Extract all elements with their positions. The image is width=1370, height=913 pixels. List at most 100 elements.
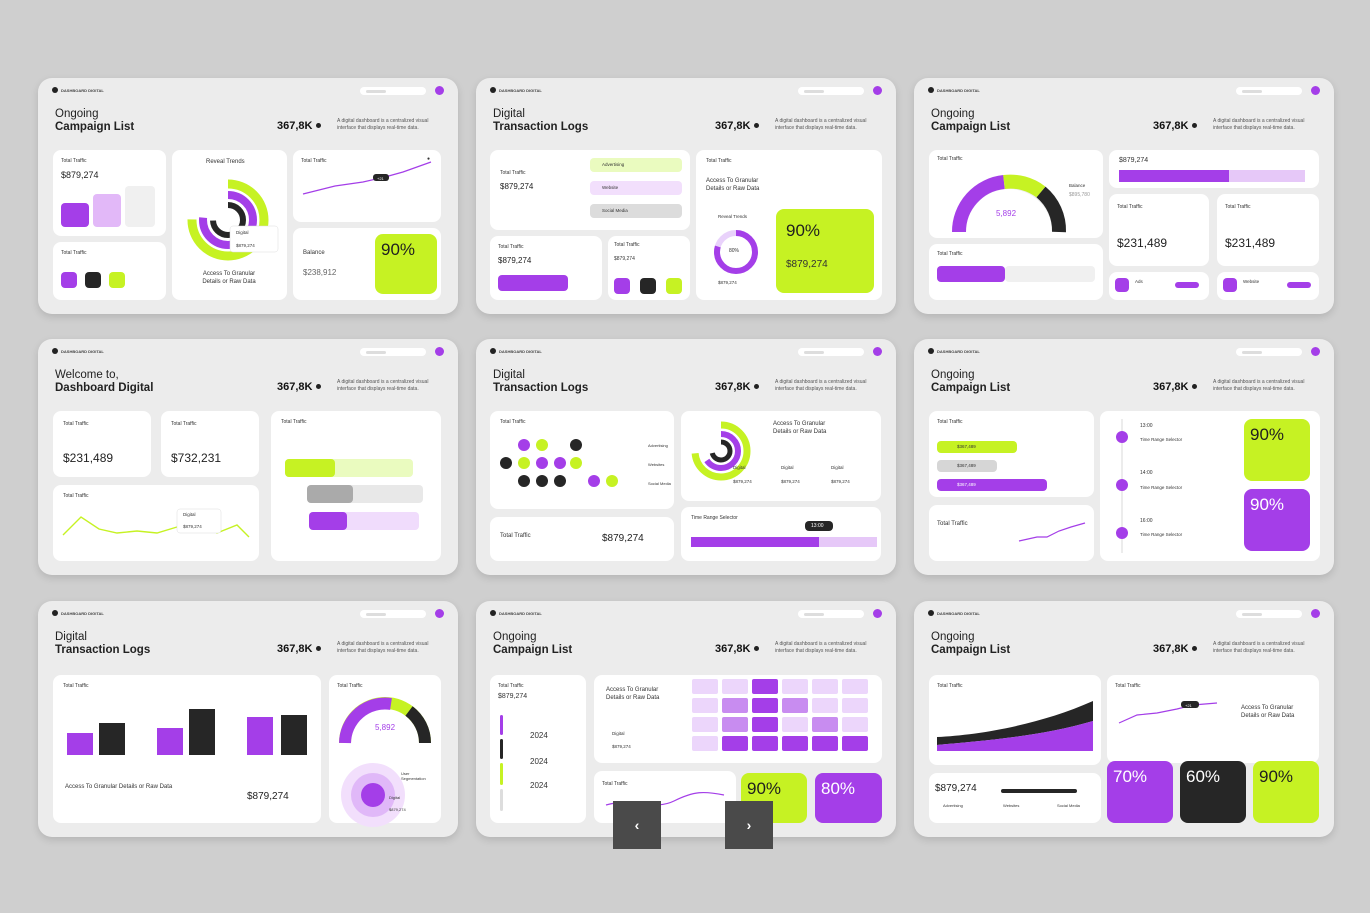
logo-icon	[52, 348, 58, 354]
search-input[interactable]	[798, 610, 864, 618]
search-input[interactable]	[798, 87, 864, 95]
slide-2[interactable]: DASHBOARD DIGITAL Digital Transaction Log…	[476, 78, 896, 314]
avatar[interactable]	[435, 347, 444, 356]
timeline-card: Total Traffic	[271, 411, 441, 561]
channel-card-website[interactable]: Website	[1217, 272, 1319, 300]
channel-advertising[interactable]	[590, 158, 682, 172]
avatar[interactable]	[873, 347, 882, 356]
next-button[interactable]: ›	[725, 801, 773, 849]
shield-icon[interactable]	[614, 278, 630, 294]
dot-matrix	[500, 439, 618, 487]
legend-label: Websites	[648, 462, 665, 467]
search-input[interactable]	[1236, 610, 1302, 618]
percentage-tile[interactable]: 80%	[815, 773, 882, 823]
slide-title: Ongoing Campaign List	[931, 369, 1010, 394]
title-line-2: Dashboard Digital	[55, 381, 154, 394]
value-card-2: Total Traffic $732,231	[161, 411, 259, 477]
slide-3[interactable]: DASHBOARD DIGITAL Ongoing Campaign List 3…	[914, 78, 1334, 314]
percentage-tile[interactable]: 90%	[741, 773, 807, 823]
grouped-bar-chart	[67, 709, 307, 755]
prev-button[interactable]: ‹	[613, 801, 661, 849]
card-label: Total Traffic	[63, 421, 89, 427]
percentage-tile[interactable]: 90%	[375, 234, 437, 294]
traffic-value: $879,274	[1119, 157, 1149, 164]
title-line-2: Campaign List	[493, 643, 573, 656]
brand-logo: DASHBOARD DIGITAL	[490, 610, 542, 616]
avatar[interactable]	[1311, 86, 1320, 95]
heatmap-card: Access To Granular Details or Raw Data D…	[594, 675, 882, 763]
search-input[interactable]	[1236, 348, 1302, 356]
time-badge	[805, 521, 833, 531]
time-range-slider[interactable]	[691, 537, 881, 551]
percentage-tile[interactable]: 90% $879,274	[776, 209, 874, 293]
channel-website[interactable]	[590, 181, 682, 195]
shield-icon[interactable]	[61, 272, 77, 288]
mini-card-label: Digital	[781, 465, 794, 470]
percentage-tile[interactable]: 60%	[1180, 761, 1246, 823]
channel-social-media[interactable]	[590, 204, 682, 218]
percentage-tile[interactable]: 90%	[1244, 419, 1310, 481]
search-input[interactable]	[360, 87, 426, 95]
slide-1[interactable]: DASHBOARD DIGITAL Ongoing Campaign List 3…	[38, 78, 458, 314]
area-chart	[937, 701, 1093, 751]
stacked-bar	[1001, 789, 1077, 793]
card-label: Total Traffic	[61, 158, 87, 164]
search-input[interactable]	[360, 610, 426, 618]
brand-name: DASHBOARD DIGITAL	[937, 610, 980, 616]
avatar[interactable]	[1311, 347, 1320, 356]
pin-icon[interactable]	[85, 272, 101, 288]
avatar[interactable]	[873, 609, 882, 618]
slide-9[interactable]: DASHBOARD DIGITAL Ongoing Campaign List 3…	[914, 601, 1334, 837]
title-line-1: Ongoing	[931, 369, 975, 381]
brand-logo: DASHBOARD DIGITAL	[490, 87, 542, 93]
title-line-2: Campaign List	[931, 120, 1011, 133]
heatmap	[692, 679, 868, 751]
card-label: Total Traffic	[937, 419, 963, 425]
search-input[interactable]	[798, 348, 864, 356]
radial-card: Access To Granular Details or Raw Data D…	[681, 411, 881, 501]
avatar[interactable]	[435, 609, 444, 618]
avatar[interactable]	[1311, 609, 1320, 618]
value-card-1: Total Traffic $231,489	[53, 411, 151, 477]
channel-card-ads[interactable]: Ads	[1109, 272, 1209, 300]
pin-icon[interactable]	[640, 278, 656, 294]
tooltip-label: Digital	[612, 731, 625, 736]
brand-logo: DASHBOARD DIGITAL	[52, 348, 104, 354]
chart-badge: +21	[377, 176, 384, 181]
slide-8[interactable]: DASHBOARD DIGITAL Ongoing Campaign List 3…	[476, 601, 896, 837]
menu-icon[interactable]: ●	[427, 156, 431, 162]
card-label: Time Range Selector	[691, 515, 738, 521]
search-input[interactable]	[1236, 87, 1302, 95]
legend-label: Social Media	[1057, 803, 1080, 808]
line-card: Total Traffic Digital $879,274	[53, 485, 259, 561]
traffic-card: Total Traffic $879,274	[53, 150, 166, 236]
search-input[interactable]	[360, 348, 426, 356]
year-label: 2024	[530, 757, 548, 766]
percentage-tile[interactable]: 90%	[1244, 489, 1310, 551]
top-bar: DASHBOARD DIGITAL	[928, 86, 1320, 97]
balance-card: Balance $238,912 90%	[293, 228, 441, 300]
avatar[interactable]	[435, 86, 444, 95]
lock-icon[interactable]	[666, 278, 682, 294]
traffic-value: $879,274	[602, 533, 644, 544]
avatar[interactable]	[873, 86, 882, 95]
card-caption: Access To Granular Details or Raw Data	[202, 271, 256, 285]
card-label: Total Traffic	[937, 683, 963, 689]
title-line-2: Transaction Logs	[493, 120, 589, 133]
gantt-bar[interactable]	[285, 459, 335, 477]
slide-5[interactable]: DASHBOARD DIGITAL Digital Transaction Log…	[476, 339, 896, 575]
year-marker	[500, 789, 503, 811]
legend-label: Social Media	[648, 481, 671, 486]
slide-4[interactable]: DASHBOARD DIGITAL Welcome to, Dashboard D…	[38, 339, 458, 575]
percentage-tile[interactable]: 70%	[1107, 761, 1173, 823]
logo-icon	[490, 348, 496, 354]
slide-6[interactable]: DASHBOARD DIGITAL Ongoing Campaign List 3…	[914, 339, 1334, 575]
slide-7[interactable]: DASHBOARD DIGITAL Digital Transaction Log…	[38, 601, 458, 837]
gantt-bar[interactable]	[307, 485, 353, 503]
card-icon[interactable]	[133, 272, 149, 288]
percentage-tile[interactable]: 90%	[1253, 761, 1319, 823]
gantt-bar[interactable]	[309, 512, 347, 530]
card-label: Total Traffic	[337, 683, 363, 689]
card-label: Total Traffic	[500, 419, 526, 425]
lock-icon[interactable]	[109, 272, 125, 288]
